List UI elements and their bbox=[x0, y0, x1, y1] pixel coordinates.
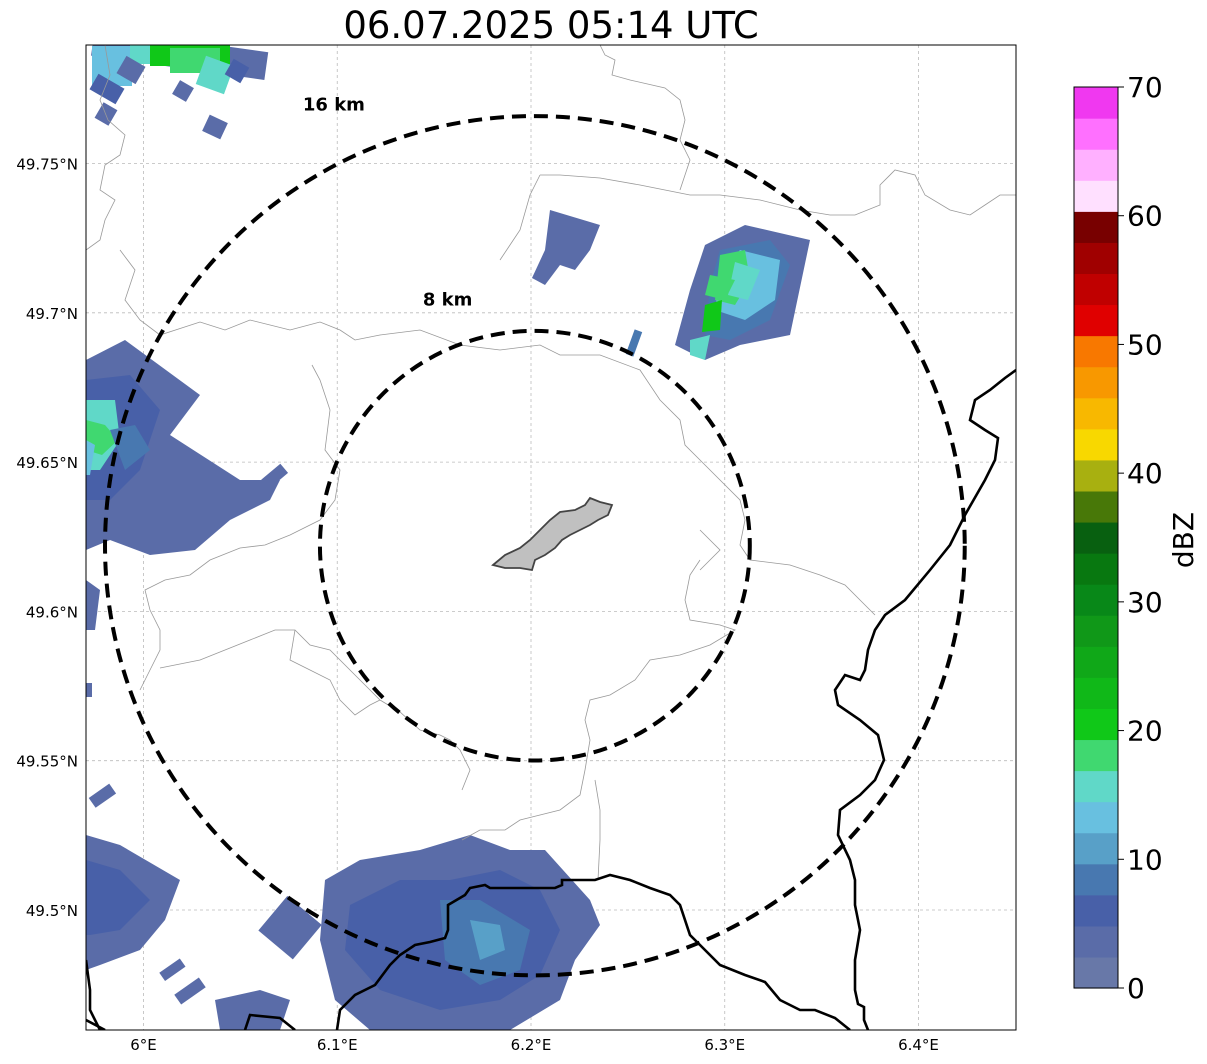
lat-tick-label: 49.65°N bbox=[16, 454, 78, 472]
colorbar-segment bbox=[1074, 335, 1118, 368]
colorbar-segment bbox=[1074, 490, 1118, 523]
colorbar-segment bbox=[1074, 739, 1118, 772]
colorbar-segment bbox=[1074, 708, 1118, 741]
colorbar-segment bbox=[1074, 646, 1118, 678]
colorbar-tick-label: 0 bbox=[1127, 972, 1145, 1005]
echo-cluster-northeast bbox=[675, 225, 810, 360]
colorbar-segment bbox=[1074, 863, 1118, 896]
range-ring-16km bbox=[103, 114, 967, 978]
colorbar-segment bbox=[1074, 180, 1118, 212]
colorbar-tick-label: 30 bbox=[1127, 586, 1163, 619]
colorbar-frame bbox=[1073, 86, 1119, 989]
colorbar-segment bbox=[1074, 459, 1118, 492]
colorbar-segment bbox=[1074, 366, 1118, 399]
range-ring-8km bbox=[317, 328, 752, 763]
colorbar-segment bbox=[1074, 149, 1118, 181]
national-border bbox=[86, 368, 1016, 1030]
lat-tick-label: 49.6°N bbox=[26, 603, 78, 621]
colorbar-tick-label: 50 bbox=[1127, 328, 1163, 361]
colorbar-segment bbox=[1074, 397, 1118, 430]
lon-tick-label: 6.4°E bbox=[898, 1036, 939, 1054]
commune-boundaries bbox=[86, 45, 1016, 881]
lon-tick-label: 6°E bbox=[130, 1036, 157, 1054]
colorbar-segment bbox=[1074, 211, 1118, 243]
axis-tick-labels: 6°E 6.1°E 6.2°E 6.3°E 6.4°E 49.5°N 49.55°N 49.6… bbox=[16, 156, 939, 1055]
colorbar-segment bbox=[1074, 801, 1118, 834]
colorbar-segment bbox=[1074, 273, 1118, 306]
map-title: 06.07.2025 05:14 UTC bbox=[343, 4, 759, 47]
colorbar-tick-label: 40 bbox=[1127, 457, 1163, 490]
range-ring-label: 8 km bbox=[423, 290, 473, 311]
plot-frame bbox=[85, 44, 1017, 1031]
reflectivity-echoes bbox=[86, 45, 810, 1030]
colorbar-segment bbox=[1074, 956, 1118, 989]
lat-tick-label: 49.5°N bbox=[26, 902, 78, 920]
colorbar-segment bbox=[1074, 428, 1118, 461]
colorbar-segment bbox=[1074, 925, 1118, 958]
lat-tick-label: 49.7°N bbox=[26, 305, 78, 323]
lat-tick-label: 49.75°N bbox=[16, 156, 78, 174]
echo-cluster-south bbox=[86, 783, 600, 1030]
colorbar-segment bbox=[1074, 304, 1118, 337]
range-ring-label: 16 km bbox=[303, 95, 365, 116]
colorbar-segment bbox=[1074, 894, 1118, 927]
lat-tick-label: 49.55°N bbox=[16, 753, 78, 771]
colorbar-tick-label: 70 bbox=[1127, 71, 1163, 104]
colorbar-tick-label: 20 bbox=[1127, 715, 1163, 748]
lon-tick-label: 6.1°E bbox=[317, 1036, 358, 1054]
colorbar-segment bbox=[1074, 832, 1118, 865]
echo-cluster-north bbox=[532, 210, 643, 357]
colorbar-segment bbox=[1074, 118, 1118, 150]
colorbar-segment bbox=[1074, 521, 1118, 554]
colorbar-segment bbox=[1074, 615, 1118, 647]
colorbar-title: dBZ bbox=[1167, 512, 1200, 568]
colorbar-segment bbox=[1074, 677, 1118, 709]
colorbar: 0 10 20 30 40 50 60 70 dBZ bbox=[1073, 71, 1200, 1005]
lon-tick-label: 6.3°E bbox=[704, 1036, 745, 1054]
colorbar-segment bbox=[1074, 87, 1118, 119]
echo-cluster-northwest bbox=[89, 45, 269, 140]
city-outline bbox=[491, 496, 614, 572]
range-rings: 8 km 16 km bbox=[103, 95, 967, 978]
colorbar-segment bbox=[1074, 553, 1118, 585]
colorbar-tick-label: 60 bbox=[1127, 200, 1163, 233]
colorbar-segment bbox=[1074, 584, 1118, 616]
colorbar-segment bbox=[1074, 242, 1118, 275]
colorbar-tick-label: 10 bbox=[1127, 843, 1163, 876]
lon-tick-label: 6.2°E bbox=[511, 1036, 552, 1054]
colorbar-segment bbox=[1074, 770, 1118, 803]
